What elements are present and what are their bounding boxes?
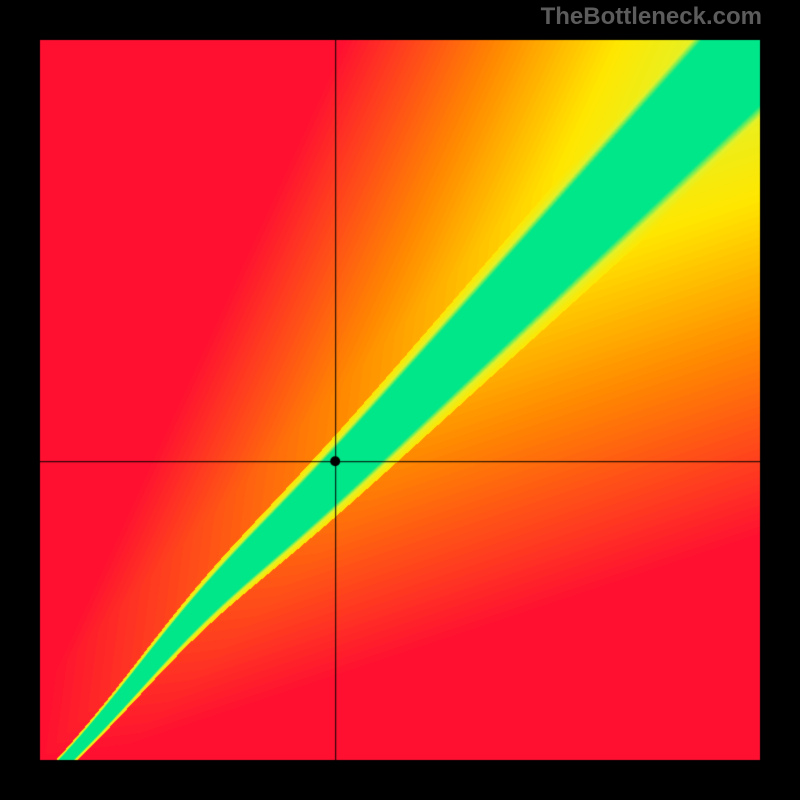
chart-frame: TheBottleneck.com bbox=[0, 0, 800, 800]
heatmap-canvas bbox=[0, 0, 800, 800]
watermark-text: TheBottleneck.com bbox=[541, 3, 762, 31]
